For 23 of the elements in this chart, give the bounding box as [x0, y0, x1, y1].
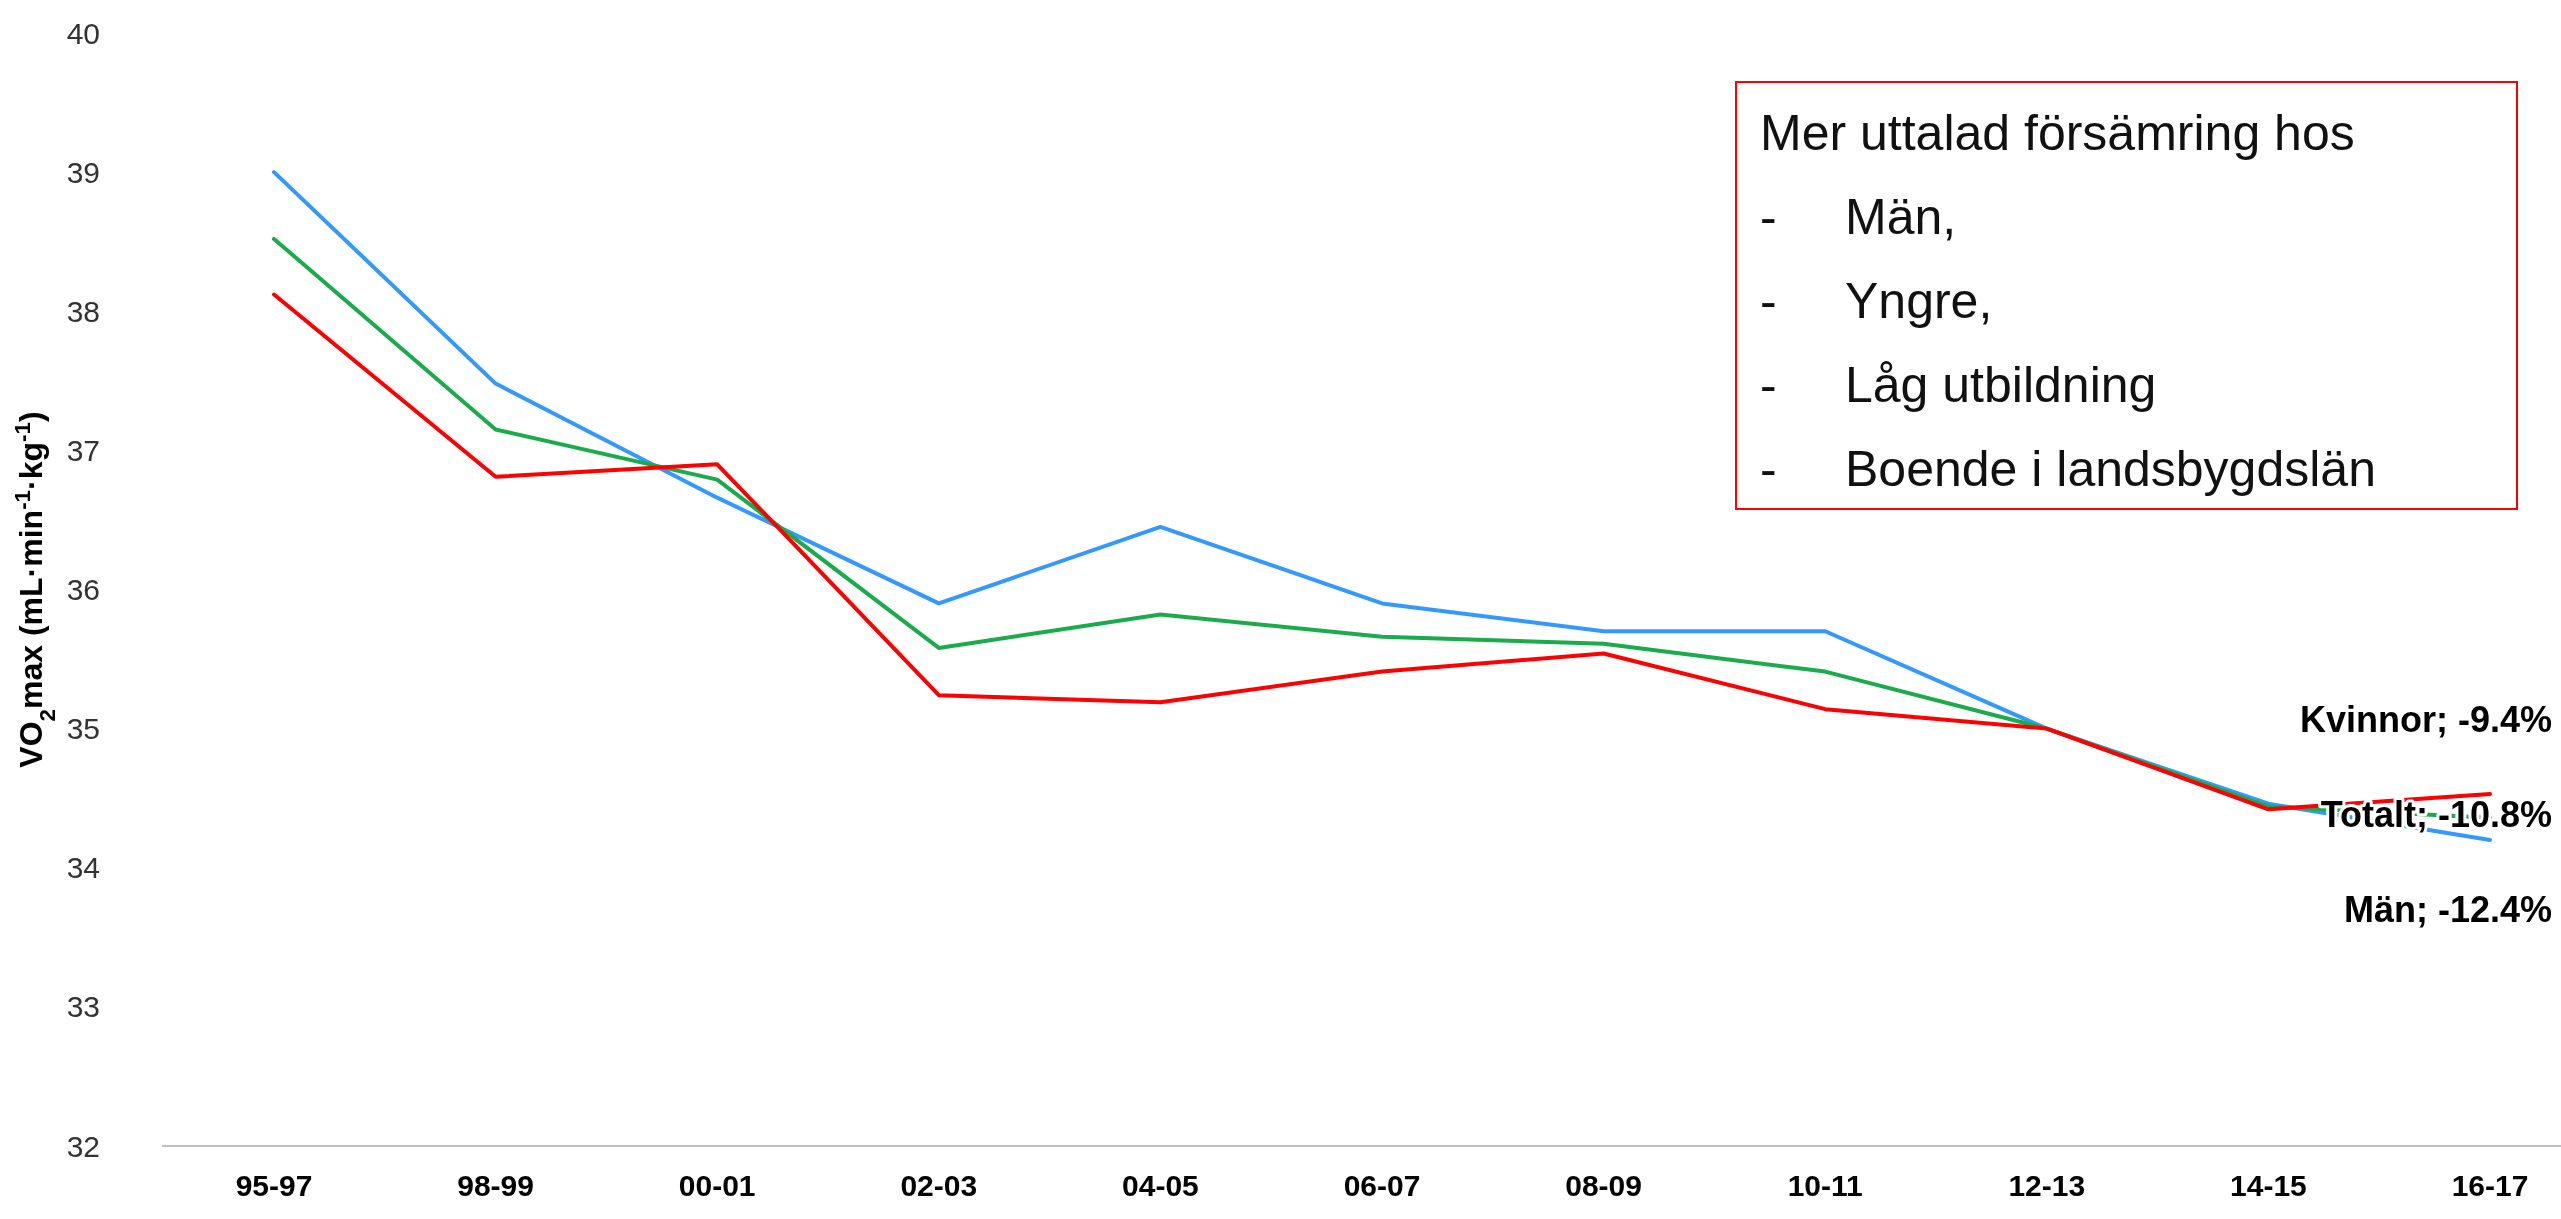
x-tick-label: 10-11 [1787, 1169, 1863, 1202]
y-tick-label: 34 [66, 851, 100, 885]
x-tick-label: 04-05 [1122, 1169, 1199, 1202]
x-tick-label: 16-17 [2451, 1169, 2529, 1202]
x-tick-label: 00-01 [678, 1169, 756, 1202]
y-tick-label: 37 [66, 433, 100, 467]
text: Mer uttalad försämring hos - Män, - Yngre, - Låg utbildning - Boende i landsbygdslän [1760, 105, 2376, 497]
y-tick-label: 36 [66, 573, 100, 606]
y-tick-label: 32 [66, 1129, 100, 1163]
x-tick-label: 98-99 [457, 1169, 534, 1202]
y-tick-label: 35 [66, 712, 100, 746]
x-tick-label: 06-07 [1343, 1169, 1421, 1202]
x-tick-label: 12-13 [2008, 1169, 2086, 1202]
y-tick-label: 39 [66, 155, 100, 189]
x-tick-label: 14-15 [2230, 1169, 2307, 1202]
y-tick-label: 33 [66, 990, 100, 1024]
x-tick-label: 08-09 [1565, 1169, 1642, 1202]
x-tick-label: 95-97 [235, 1169, 313, 1202]
series-label: Män; -12.4% [2343, 888, 2552, 930]
y-tick-label: 40 [66, 16, 100, 50]
series-label: Kvinnor; -9.4% [2299, 698, 2552, 740]
x-tick-label: 02-03 [900, 1169, 978, 1202]
y-tick-label: 38 [66, 294, 100, 328]
